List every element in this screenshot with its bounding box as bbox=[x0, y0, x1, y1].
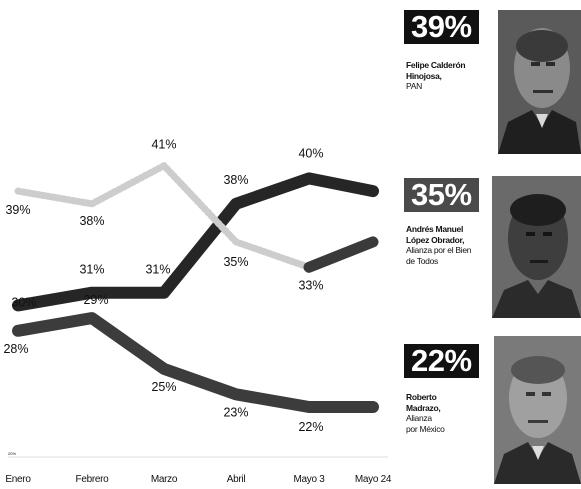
candidate-photo bbox=[494, 336, 581, 484]
candidate-party-line: Alianza bbox=[406, 413, 432, 423]
data-label: 22% bbox=[298, 420, 323, 434]
candidate-name-line: Madrazo, bbox=[406, 402, 441, 413]
candidate-caption: Roberto Madrazo, Alianza por México bbox=[406, 392, 486, 434]
series-line-lopez-obrador-dotted bbox=[14, 162, 313, 271]
data-label: 33% bbox=[298, 278, 323, 292]
candidate-percent: 35% bbox=[411, 177, 472, 212]
data-label: 29% bbox=[83, 293, 108, 307]
candidate-photo bbox=[498, 10, 581, 154]
data-label: 40% bbox=[298, 146, 323, 160]
candidate-party-line: PAN bbox=[406, 81, 422, 91]
x-tick-label: Mayo 3 bbox=[294, 474, 326, 485]
data-label: 31% bbox=[145, 263, 170, 277]
data-label: 38% bbox=[223, 173, 248, 187]
candidate-card-lopez-obrador: 35% Andrés Manuel López Obrador, Alianza… bbox=[404, 176, 581, 318]
data-labels: 30% 31% 31% 38% 40% 39% 38% 41% 35% 33% 28% 29% 25% 2… bbox=[3, 138, 323, 434]
candidate-party-line: de Todos bbox=[406, 255, 438, 266]
data-label: 28% bbox=[3, 342, 28, 356]
candidate-percent-box: 35% bbox=[404, 178, 479, 212]
candidate-name-line: Hinojosa, bbox=[406, 70, 442, 81]
candidate-card-madrazo: 22% Roberto Madrazo, Alianza por México bbox=[404, 336, 581, 484]
candidate-name-line: Andrés Manuel bbox=[406, 224, 464, 234]
candidate-percent: 39% bbox=[411, 9, 472, 44]
candidate-caption: Andrés Manuel López Obrador, Alianza por… bbox=[406, 224, 498, 266]
data-label: 31% bbox=[79, 263, 104, 277]
axis-min-tag: 20% bbox=[8, 451, 16, 456]
candidate-card-calderon: 39% Felipe Calderón Hinojosa, PAN bbox=[404, 10, 581, 154]
x-tick-label: Abril bbox=[227, 474, 246, 485]
series-line-calderon bbox=[12, 172, 379, 312]
data-label: 25% bbox=[151, 380, 176, 394]
data-label: 41% bbox=[151, 138, 176, 152]
x-tick-label: Febrero bbox=[76, 474, 110, 485]
candidate-caption: Felipe Calderón Hinojosa, PAN bbox=[406, 60, 498, 92]
data-label: 35% bbox=[223, 255, 248, 269]
x-tick-label: Marzo bbox=[151, 474, 178, 485]
candidate-name-line: Felipe Calderón bbox=[406, 60, 466, 70]
candidate-party-line: por México bbox=[406, 423, 445, 434]
x-axis: 20% Enero Febrero Marzo Abril Mayo 3 Mayo 24 bbox=[5, 451, 392, 485]
series-lines bbox=[12, 162, 379, 413]
line-chart: 30% 31% 31% 38% 40% 39% 38% 41% 35% 33% 28% 29% 25% 2… bbox=[3, 138, 392, 485]
data-label: 30% bbox=[11, 295, 36, 309]
data-label: 38% bbox=[79, 214, 104, 228]
series-line-lopez-obrador-final bbox=[303, 236, 379, 273]
x-tick-label: Mayo 24 bbox=[355, 474, 392, 485]
data-label: 23% bbox=[223, 405, 248, 419]
candidate-percent-box: 39% bbox=[404, 10, 479, 44]
x-tick-label: Enero bbox=[5, 474, 31, 485]
data-label: 39% bbox=[5, 203, 30, 217]
candidate-name-line: López Obrador, bbox=[406, 234, 465, 245]
candidate-party-line: Alianza por el Bien bbox=[406, 245, 472, 255]
candidate-percent: 22% bbox=[411, 343, 472, 378]
series-line-madrazo bbox=[12, 312, 379, 413]
candidate-photo bbox=[492, 176, 581, 318]
candidate-name-line: Roberto bbox=[406, 392, 437, 402]
candidate-percent-box: 22% bbox=[404, 344, 479, 378]
